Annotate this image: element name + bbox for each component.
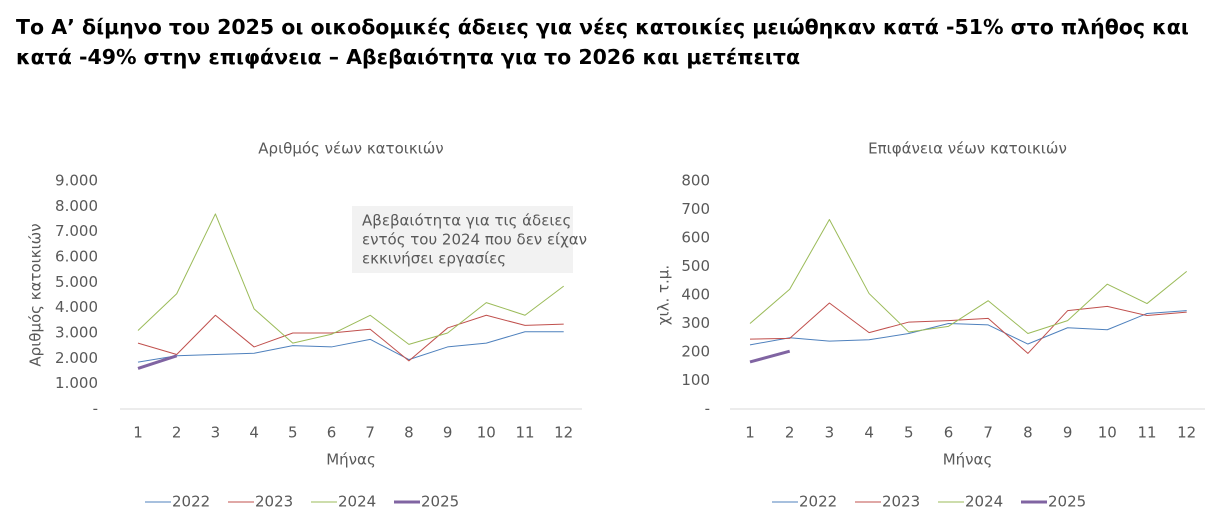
y-tick-label: - [93, 400, 98, 418]
x-tick-label: 12 [554, 424, 573, 442]
y-tick-label: 4.000 [55, 298, 98, 316]
x-tick-label: 4 [864, 424, 874, 442]
series-line [137, 331, 564, 363]
y-tick-label: 800 [681, 172, 710, 190]
y-tick-label: 700 [681, 200, 710, 218]
x-tick-label: 4 [249, 424, 259, 442]
x-tick-label: 6 [944, 424, 954, 442]
page-title: Το Α’ δίμηνο του 2025 οι οικοδομικές άδε… [16, 15, 1189, 69]
legend-label: 2022 [799, 493, 837, 511]
y-tick-label: 400 [681, 286, 710, 304]
legend-label: 2025 [1048, 493, 1086, 511]
x-tick-label: 10 [1098, 424, 1117, 442]
series-line [137, 354, 178, 370]
x-tick-label: 8 [404, 424, 414, 442]
annotation-box [352, 206, 573, 273]
x-tick-label: 3 [825, 424, 835, 442]
x-tick-label: 10 [477, 424, 496, 442]
x-tick-label: 8 [1023, 424, 1033, 442]
legend-label: 2024 [965, 493, 1003, 511]
x-tick-label: 11 [1137, 424, 1156, 442]
y-tick-label: 2.000 [55, 349, 98, 367]
series-line [749, 349, 791, 364]
x-tick-label: 2 [172, 424, 182, 442]
x-tick-label: 2 [785, 424, 795, 442]
y-axis-label: χιλ. τ.μ. [655, 265, 673, 325]
x-tick-label: 9 [1063, 424, 1073, 442]
y-tick-label: 300 [681, 314, 710, 332]
y-tick-label: - [705, 400, 710, 418]
x-tick-label: 12 [1177, 424, 1196, 442]
y-tick-label: 200 [681, 343, 710, 361]
x-tick-label: 9 [443, 424, 453, 442]
x-tick-label: 6 [327, 424, 337, 442]
y-axis-label: Αριθμός κατοικιών [27, 223, 45, 366]
x-tick-label: 11 [515, 424, 534, 442]
x-tick-label: 7 [365, 424, 375, 442]
x-axis-label: Μήνας [943, 451, 993, 469]
x-axis-label: Μήνας [326, 451, 376, 469]
legend-label: 2024 [338, 493, 376, 511]
annotation: εντός του 2024 που δεν είχαν [362, 231, 587, 249]
series-line [749, 218, 1188, 334]
x-tick-label: 7 [983, 424, 993, 442]
y-tick-label: 100 [681, 371, 710, 389]
y-tick-label: 7.000 [55, 222, 98, 240]
series-line [749, 302, 1187, 354]
y-tick-label: 5.000 [55, 273, 98, 291]
y-tick-label: 6.000 [55, 248, 98, 266]
x-tick-label: 5 [904, 424, 914, 442]
y-tick-label: 8.000 [55, 197, 98, 215]
x-tick-label: 1 [745, 424, 755, 442]
y-tick-label: 3.000 [55, 324, 98, 342]
chart-title: Επιφάνεια νέων κατοικιών [868, 140, 1067, 158]
legend-label: 2023 [255, 493, 293, 511]
legend-label: 2025 [421, 493, 459, 511]
annotation: Αβεβαιότητα για τις άδειες [362, 212, 571, 230]
x-tick-label: 5 [288, 424, 298, 442]
y-tick-label: 9.000 [55, 172, 98, 190]
y-tick-label: 500 [681, 257, 710, 275]
x-tick-label: 1 [133, 424, 143, 442]
annotation: εκκινήσει εργασίες [362, 250, 506, 268]
series-line [749, 310, 1187, 346]
y-tick-label: 600 [681, 229, 710, 247]
x-tick-label: 3 [211, 424, 221, 442]
y-tick-label: 1.000 [55, 374, 98, 392]
series-line [137, 314, 564, 362]
series-line [137, 213, 565, 345]
legend-label: 2023 [882, 493, 920, 511]
chart-title: Αριθμός νέων κατοικιών [258, 140, 443, 158]
legend-label: 2022 [172, 493, 210, 511]
